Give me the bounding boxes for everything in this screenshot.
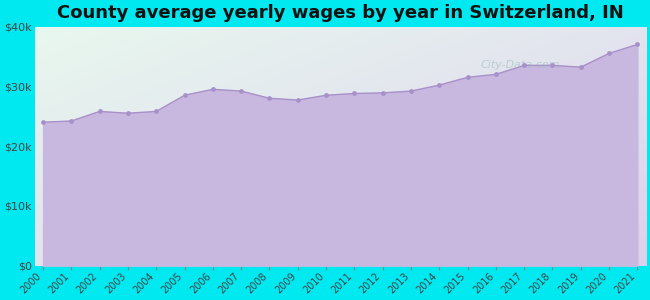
Point: [265, 96, 275, 101]
Point: [151, 109, 161, 114]
Point: [66, 118, 77, 123]
Point: [38, 120, 48, 124]
Point: [519, 63, 529, 68]
Point: [123, 111, 133, 116]
Text: City-Data.com: City-Data.com: [481, 60, 560, 70]
Point: [179, 93, 190, 98]
Point: [462, 75, 473, 80]
Point: [207, 87, 218, 92]
Point: [292, 98, 303, 103]
Point: [349, 91, 359, 96]
Point: [434, 83, 445, 88]
Point: [236, 89, 246, 94]
Point: [94, 109, 105, 114]
Point: [378, 91, 388, 95]
Point: [604, 51, 614, 56]
Point: [491, 72, 501, 77]
Title: County average yearly wages by year in Switzerland, IN: County average yearly wages by year in S…: [57, 4, 623, 22]
Point: [547, 63, 558, 68]
Point: [632, 42, 643, 47]
Point: [406, 89, 416, 94]
Point: [575, 65, 586, 70]
Point: [321, 93, 332, 98]
